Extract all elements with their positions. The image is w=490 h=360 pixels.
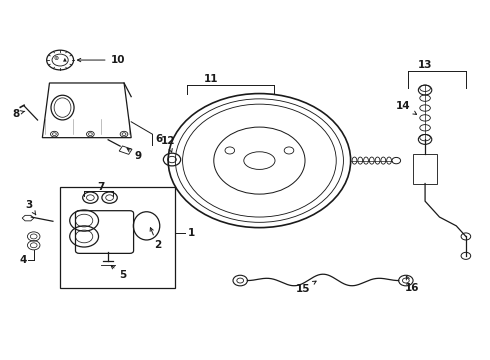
Text: 11: 11 [204, 75, 219, 85]
Text: 4: 4 [20, 256, 27, 265]
Text: 15: 15 [295, 281, 316, 294]
Text: 1: 1 [187, 228, 195, 238]
Text: 9: 9 [127, 148, 142, 161]
Bar [413, 153, 437, 184]
Text: ▲: ▲ [63, 57, 67, 62]
Text: 16: 16 [405, 276, 419, 293]
Text: 8: 8 [12, 109, 25, 119]
Text: 6: 6 [155, 134, 163, 144]
Text: ⊗: ⊗ [54, 56, 59, 61]
Text: 3: 3 [25, 200, 36, 215]
Text: 13: 13 [418, 60, 432, 70]
Text: 5: 5 [111, 265, 126, 280]
Text: 14: 14 [396, 101, 416, 114]
Text: 7: 7 [97, 182, 105, 192]
Bar [60, 187, 175, 288]
Text: 10: 10 [77, 55, 125, 65]
Text: 12: 12 [161, 136, 175, 152]
Text: 2: 2 [150, 228, 161, 250]
Bar [119, 146, 132, 154]
